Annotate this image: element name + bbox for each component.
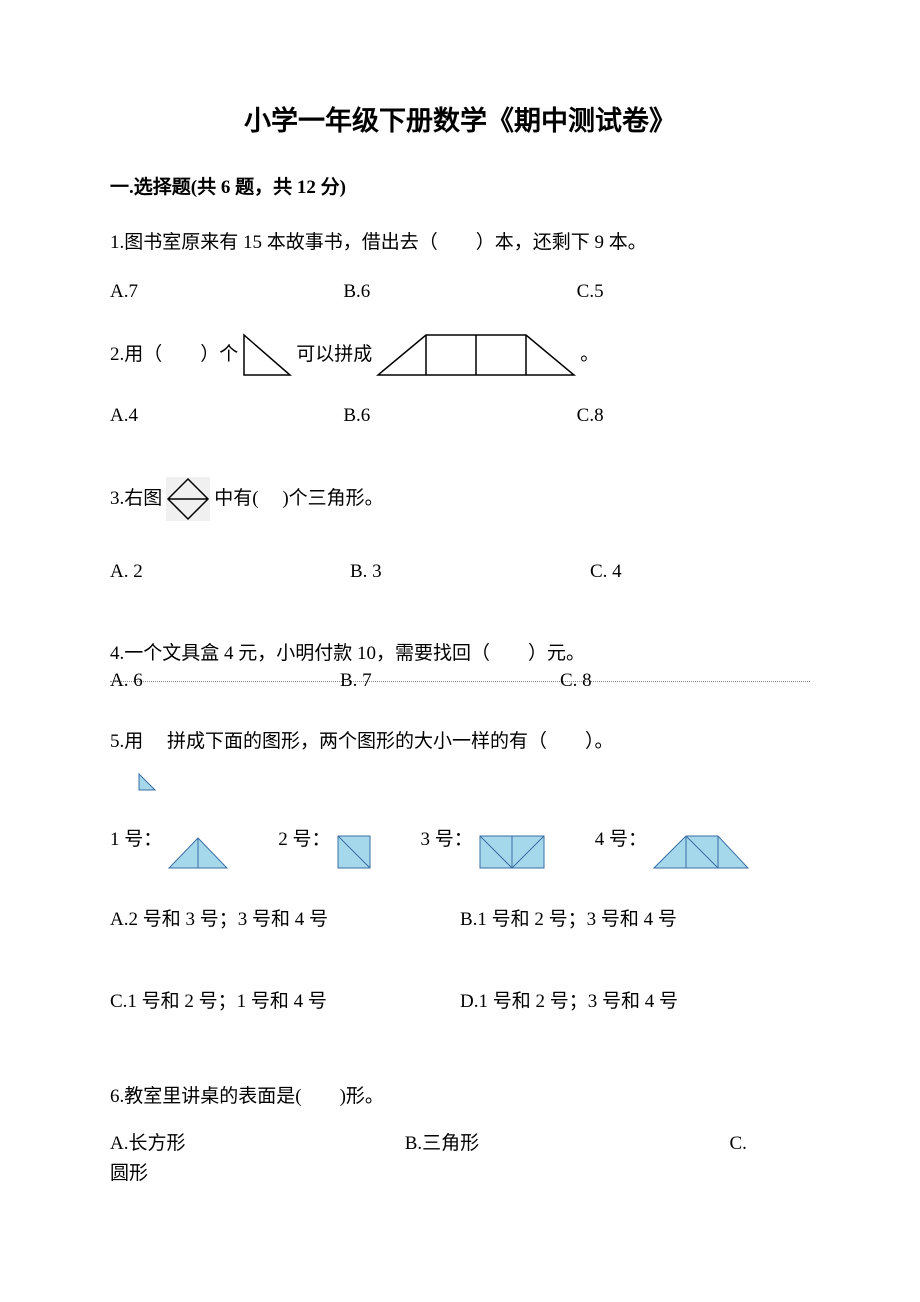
q2-opt-b: B.6	[343, 395, 576, 437]
q6-text: 6.教室里讲桌的表面是( )形。	[110, 1082, 810, 1112]
q2-opt-a: A.4	[110, 395, 343, 437]
q4-opt-c: C. 8	[560, 660, 760, 702]
question-3: 3.右图 中有( )个三角形。 A. 2 B. 3 C. 4	[110, 477, 810, 593]
trapezoid-icon	[376, 333, 576, 377]
q5-opt-d: D.1 号和 2 号；3 号和 4 号	[460, 981, 810, 1023]
q3-opt-c: C. 4	[590, 551, 790, 593]
q5-opt-c: C.1 号和 2 号；1 号和 4 号	[110, 981, 460, 1023]
q3-post: 中有( )个三角形。	[214, 478, 383, 520]
shape-1-label: 1 号：	[110, 819, 162, 861]
q1-opt-a: A.7	[110, 271, 343, 313]
shape-1: 1 号：	[110, 819, 228, 869]
q1-opt-c: C.5	[577, 271, 810, 313]
q6-opt-a: A.长方形	[110, 1129, 400, 1159]
q6-options: A.长方形 B.三角形 C. 圆形	[110, 1129, 810, 1190]
q2-pre: 2.用（ ）个	[110, 334, 238, 376]
q4-opt-b: B. 7	[340, 660, 560, 702]
shape-2: 2 号：	[278, 819, 370, 869]
small-triangle-icon	[138, 765, 810, 807]
triangle-icon	[242, 333, 292, 377]
q6-opt-c: C.	[730, 1133, 747, 1154]
q1-opt-b: B.6	[343, 271, 576, 313]
q3-opt-a: A. 2	[110, 551, 350, 593]
q2-post: 。	[580, 334, 599, 376]
question-1: 1.图书室原来有 15 本故事书，借出去（ ）本，还剩下 9 本。 A.7 B.…	[110, 222, 810, 314]
question-4: 4.一个文具盒 4 元，小明付款 10，需要找回（ ）元。 A. 6 B. 7 …	[110, 633, 810, 702]
q5-opt-a: A.2 号和 3 号；3 号和 4 号	[110, 899, 460, 941]
q3-options: A. 2 B. 3 C. 4	[110, 551, 810, 593]
page-title: 小学一年级下册数学《期中测试卷》	[110, 100, 810, 143]
shape-3: 3 号：	[421, 819, 545, 869]
q2-mid: 可以拼成	[296, 334, 372, 376]
q6-opt-c2: 圆形	[110, 1163, 148, 1184]
shape-4-label: 4 号：	[595, 819, 647, 861]
q4-options: A. 6 B. 7 C. 8	[110, 660, 810, 702]
shape-4: 4 号：	[595, 819, 749, 869]
q1-text: 1.图书室原来有 15 本故事书，借出去（ ）本，还剩下 9 本。	[110, 222, 810, 264]
diamond-icon	[166, 477, 210, 521]
q4-opt-a: A. 6	[110, 660, 340, 702]
q1-options: A.7 B.6 C.5	[110, 271, 810, 313]
q5-opt-b: B.1 号和 2 号；3 号和 4 号	[460, 899, 810, 941]
q3-text: 3.右图 中有( )个三角形。	[110, 477, 810, 521]
question-5: 5.用 拼成下面的图形，两个图形的大小一样的有（ ）。 1 号： 2 号： 3 …	[110, 721, 810, 1042]
shape-2-label: 2 号：	[278, 819, 330, 861]
q5-shapes: 1 号： 2 号： 3 号： 4 号：	[110, 819, 810, 869]
q2-opt-c: C.8	[577, 395, 810, 437]
q2-text: 2.用（ ）个 可以拼成 。	[110, 333, 810, 377]
section-header: 一.选择题(共 6 题，共 12 分)	[110, 173, 810, 203]
q2-options: A.4 B.6 C.8	[110, 395, 810, 437]
question-2: 2.用（ ）个 可以拼成 。 A.4 B.6 C.8	[110, 333, 810, 437]
q5-options: A.2 号和 3 号；3 号和 4 号 B.1 号和 2 号；3 号和 4 号 …	[110, 899, 810, 1043]
q6-opt-b: B.三角形	[405, 1129, 725, 1159]
q5-text: 5.用 拼成下面的图形，两个图形的大小一样的有（ ）。	[110, 721, 810, 763]
q3-pre: 3.右图	[110, 478, 162, 520]
shape-3-label: 3 号：	[421, 819, 473, 861]
q3-opt-b: B. 3	[350, 551, 590, 593]
question-6: 6.教室里讲桌的表面是( )形。 A.长方形 B.三角形 C. 圆形	[110, 1082, 810, 1189]
